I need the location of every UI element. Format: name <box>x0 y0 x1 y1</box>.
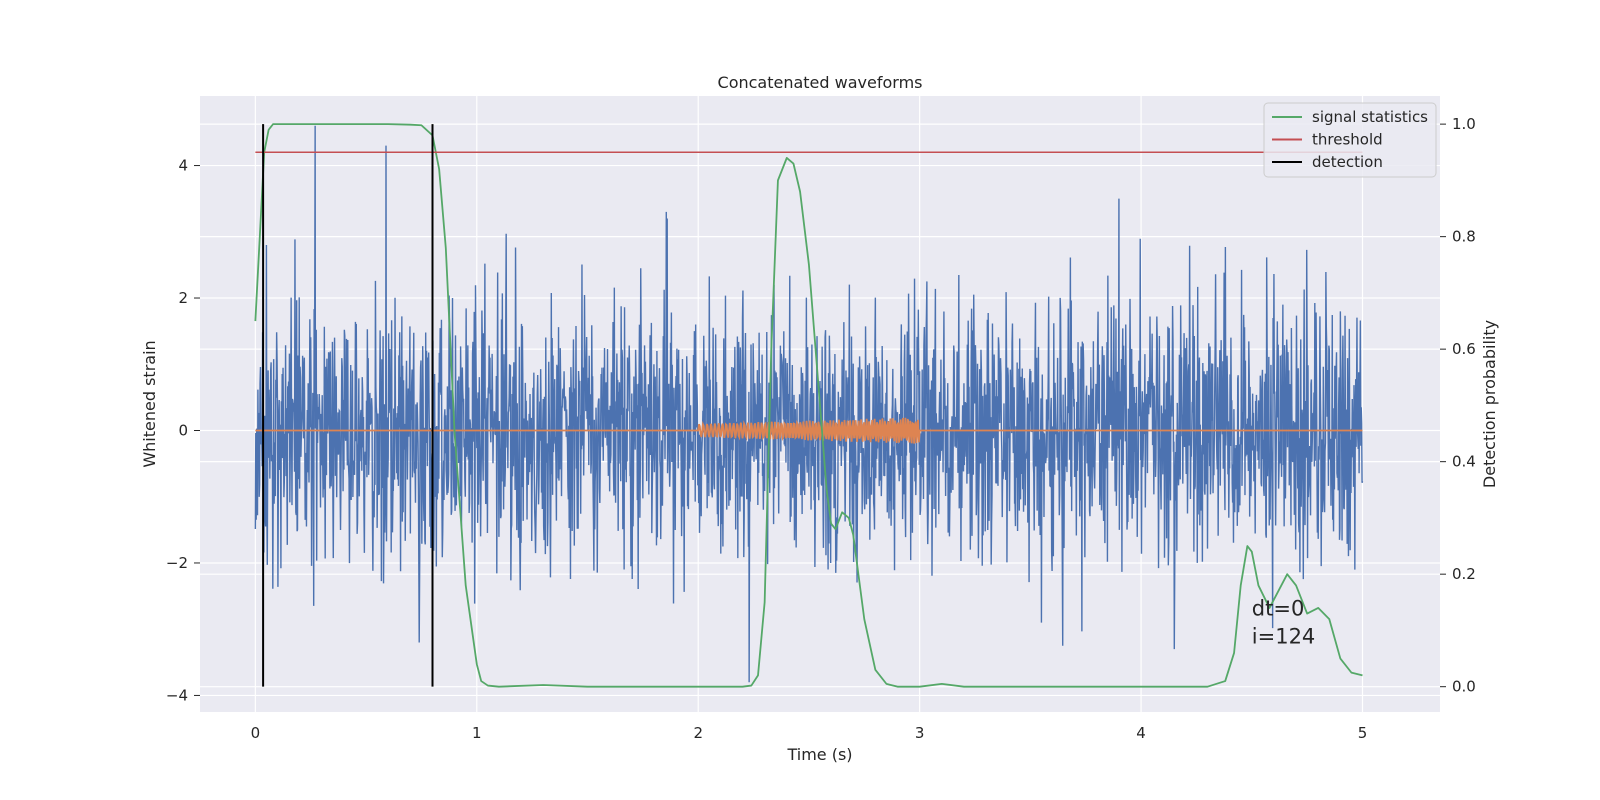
strain-series-line <box>254 125 1364 683</box>
x-axis-label: Time (s) <box>786 745 852 764</box>
legend-label: signal statistics <box>1312 108 1428 126</box>
y-tick-label-right: 0.2 <box>1452 565 1476 583</box>
x-tick-label: 2 <box>693 724 703 742</box>
x-tick-label: 3 <box>915 724 925 742</box>
x-tick-label: 0 <box>251 724 261 742</box>
annotation-text: dt=0 <box>1252 597 1305 621</box>
left-axis-ticks: −4 −2 0 2 4 <box>166 157 200 704</box>
x-tick-label: 4 <box>1136 724 1146 742</box>
y-tick-label-right: 0.6 <box>1452 340 1476 358</box>
y-axis-label-left: Whitened strain <box>140 340 159 467</box>
legend-label: threshold <box>1312 131 1383 149</box>
plot-series <box>254 123 1364 688</box>
y-tick-label-right: 0.4 <box>1452 453 1476 471</box>
y-tick-label-right: 0.0 <box>1452 678 1476 696</box>
y-axis-label-right: Detection probability <box>1480 320 1499 488</box>
legend: signal statistics threshold detection <box>1263 102 1437 178</box>
legend-box <box>1263 102 1437 178</box>
annotation: dt=0 i=124 <box>1252 597 1316 649</box>
waveform-series-line <box>255 417 1363 444</box>
y-tick-label-left: −4 <box>166 686 188 704</box>
y-tick-label-left: −2 <box>166 554 188 572</box>
signal-statistics-line <box>254 123 1363 688</box>
y-tick-label-right: 1.0 <box>1452 115 1476 133</box>
right-axis-ticks: 0.0 0.2 0.4 0.6 0.8 1.0 <box>1440 115 1476 696</box>
chart-title: Concatenated waveforms <box>718 73 923 92</box>
bottom-axis-ticks: 0 1 2 3 4 5 <box>251 724 1368 742</box>
x-tick-label: 5 <box>1358 724 1368 742</box>
y-tick-label-left: 2 <box>178 289 188 307</box>
annotation-text: i=124 <box>1252 625 1316 649</box>
x-tick-label: 1 <box>472 724 482 742</box>
y-tick-label-left: 4 <box>178 157 188 175</box>
y-tick-label-right: 0.8 <box>1452 228 1476 246</box>
legend-label: detection <box>1312 153 1383 171</box>
y-tick-label-left: 0 <box>178 421 188 439</box>
grid <box>200 96 1440 712</box>
